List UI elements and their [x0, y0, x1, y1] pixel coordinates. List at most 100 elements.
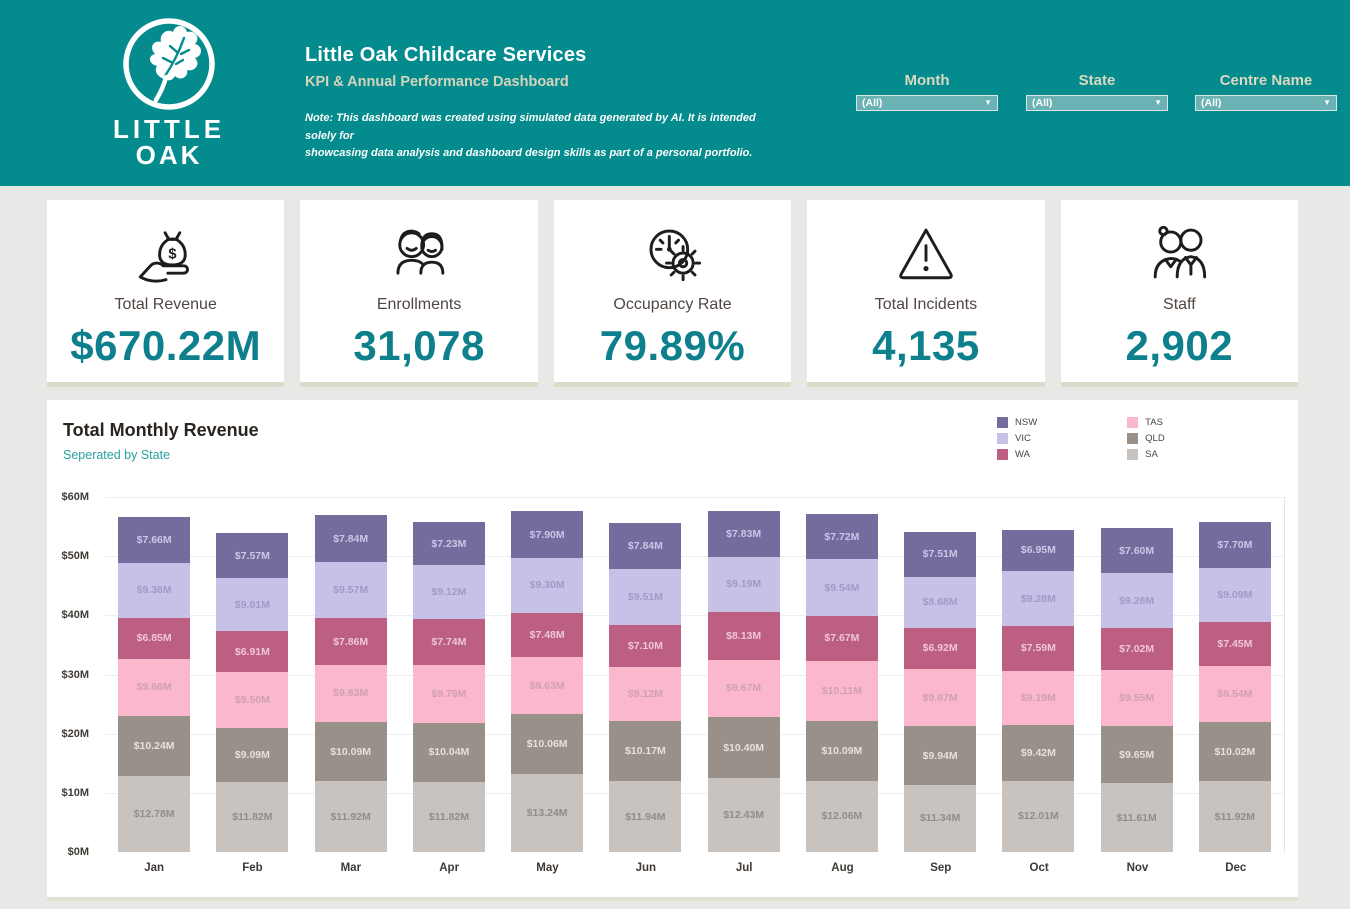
bar-segment-vic-jun[interactable]: $9.51M — [609, 568, 682, 626]
bar-segment-wa-feb[interactable]: $6.91M — [216, 631, 289, 673]
bar-segment-wa-nov[interactable]: $7.02M — [1100, 628, 1173, 670]
bar-segment-sa-feb[interactable]: $11.82M — [216, 782, 289, 852]
bar-segment-vic-apr[interactable]: $9.12M — [412, 565, 485, 619]
bar-segment-nsw-mar[interactable]: $7.84M — [314, 515, 387, 562]
bar-segment-sa-dec[interactable]: $11.92M — [1198, 781, 1271, 852]
bar-segment-wa-mar[interactable]: $7.86M — [314, 618, 387, 665]
bar-segment-sa-aug[interactable]: $12.06M — [805, 780, 878, 852]
bar-segment-qld-feb[interactable]: $9.09M — [216, 728, 289, 783]
bar-segment-nsw-feb[interactable]: $7.57M — [216, 533, 289, 578]
bar-segment-vic-jul[interactable]: $9.19M — [707, 557, 780, 612]
kpi-label: Occupancy Rate — [613, 296, 732, 313]
bar-segment-tas-oct[interactable]: $9.19M — [1002, 670, 1075, 726]
bar-segment-tas-jun[interactable]: $9.12M — [609, 667, 682, 722]
bar-segment-wa-dec[interactable]: $7.45M — [1198, 621, 1271, 666]
kpi-card-staff: Staff 2,902 — [1060, 200, 1299, 382]
bar-segment-qld-jan[interactable]: $10.24M — [118, 715, 191, 777]
y-tick-label: $40M — [61, 609, 89, 622]
bar-segment-vic-aug[interactable]: $9.54M — [805, 559, 878, 616]
bar-segment-tas-nov[interactable]: $9.55M — [1100, 669, 1173, 727]
bar-segment-tas-sep[interactable]: $9.67M — [904, 668, 977, 727]
x-tick-label-apr: Apr — [439, 862, 460, 874]
legend-item-nsw[interactable]: NSW — [997, 417, 1037, 428]
bar-segment-wa-sep[interactable]: $6.92M — [904, 627, 977, 669]
bar-segment-qld-jun[interactable]: $10.17M — [609, 721, 682, 782]
bar-segment-vic-mar[interactable]: $9.57M — [314, 561, 387, 619]
bar-segment-nsw-jun[interactable]: $7.84M — [609, 522, 682, 569]
bar-segment-vic-feb[interactable]: $9.01M — [216, 577, 289, 632]
bar-segment-wa-oct[interactable]: $7.59M — [1002, 625, 1075, 671]
bar-segment-sa-sep[interactable]: $11.34M — [904, 784, 977, 852]
x-tick-label-sep: Sep — [930, 862, 952, 874]
bar-segment-sa-nov[interactable]: $11.61M — [1100, 783, 1173, 852]
gridline — [105, 556, 1284, 558]
bar-segment-vic-nov[interactable]: $9.28M — [1100, 573, 1173, 629]
legend-item-sa[interactable]: SA — [1127, 449, 1165, 460]
bar-segment-vic-jan[interactable]: $9.36M — [118, 562, 191, 619]
bar-segment-vic-may[interactable]: $9.30M — [511, 557, 584, 613]
bar-segment-nsw-jan[interactable]: $7.66M — [118, 517, 191, 563]
bar-segment-qld-mar[interactable]: $10.09M — [314, 721, 387, 782]
bar-segment-sa-may[interactable]: $13.24M — [511, 773, 584, 852]
bar-segment-tas-mar[interactable]: $9.63M — [314, 664, 387, 722]
month-filter-dropdown[interactable]: (All) ▼ — [856, 95, 998, 111]
bar-segment-qld-dec[interactable]: $10.02M — [1198, 722, 1271, 782]
bar-segment-qld-oct[interactable]: $9.42M — [1002, 725, 1075, 781]
state-filter-dropdown[interactable]: (All) ▼ — [1026, 95, 1168, 111]
little-oak-logo: LITTLE OAK — [110, 12, 228, 168]
legend-item-qld[interactable]: QLD — [1127, 433, 1165, 444]
bar-segment-nsw-may[interactable]: $7.90M — [511, 511, 584, 558]
bar-segment-nsw-aug[interactable]: $7.72M — [805, 513, 878, 560]
bar-segment-nsw-jul[interactable]: $7.83M — [707, 510, 780, 558]
bar-segment-wa-aug[interactable]: $7.67M — [805, 615, 878, 662]
bar-segment-sa-jun[interactable]: $11.94M — [609, 781, 682, 852]
state-filter-value: (All) — [1032, 97, 1053, 109]
legend-item-vic[interactable]: VIC — [997, 433, 1037, 444]
bar-segment-vic-dec[interactable]: $9.09M — [1198, 567, 1271, 622]
legend-item-wa[interactable]: WA — [997, 449, 1037, 460]
bar-segment-wa-apr[interactable]: $7.74M — [412, 618, 485, 665]
legend-swatch-nsw — [997, 417, 1008, 428]
bar-segment-tas-jul[interactable]: $9.67M — [707, 659, 780, 717]
x-tick-label-aug: Aug — [831, 862, 854, 874]
bar-segment-nsw-oct[interactable]: $6.95M — [1002, 529, 1075, 572]
bar-segment-tas-feb[interactable]: $9.50M — [216, 672, 289, 729]
bar-segment-tas-jan[interactable]: $9.66M — [118, 658, 191, 716]
bar-segment-sa-mar[interactable]: $11.92M — [314, 781, 387, 852]
bar-column-jun: $7.84M $9.51M $7.10M $9.12M $10.17M $11.94M — [596, 497, 694, 852]
kpi-value: $670.22M — [70, 322, 262, 369]
bar-segment-wa-jan[interactable]: $6.85M — [118, 618, 191, 659]
kpi-value: 79.89% — [599, 322, 746, 369]
x-tick-label-may: May — [536, 862, 559, 874]
bar-segment-wa-may[interactable]: $7.48M — [511, 612, 584, 658]
bar-segment-wa-jul[interactable]: $8.13M — [707, 611, 780, 660]
bar-segment-vic-oct[interactable]: $9.28M — [1002, 571, 1075, 626]
bar-segment-tas-apr[interactable]: $9.79M — [412, 664, 485, 723]
bar-segment-tas-aug[interactable]: $10.11M — [805, 661, 878, 721]
bar-segment-nsw-sep[interactable]: $7.51M — [904, 532, 977, 577]
dashboard-title: Little Oak Childcare Services — [305, 44, 587, 66]
bar-segment-nsw-apr[interactable]: $7.23M — [412, 522, 485, 566]
kpi-label: Enrollments — [376, 296, 462, 313]
legend-item-tas[interactable]: TAS — [1127, 417, 1165, 428]
bar-segment-qld-apr[interactable]: $10.04M — [412, 722, 485, 783]
svg-text:$: $ — [168, 247, 176, 263]
bar-segment-sa-jul[interactable]: $12.43M — [707, 778, 780, 852]
bar-segment-vic-sep[interactable]: $8.68M — [904, 576, 977, 628]
bar-segment-qld-may[interactable]: $10.06M — [511, 714, 584, 774]
chevron-down-icon: ▼ — [1154, 98, 1162, 107]
bar-segment-qld-aug[interactable]: $10.09M — [805, 720, 878, 781]
bar-segment-nsw-nov[interactable]: $7.60M — [1100, 528, 1173, 574]
bar-segment-wa-jun[interactable]: $7.10M — [609, 625, 682, 668]
bar-segment-qld-jul[interactable]: $10.40M — [707, 716, 780, 779]
bar-segment-qld-sep[interactable]: $9.94M — [904, 726, 977, 785]
bar-segment-qld-nov[interactable]: $9.65M — [1100, 726, 1173, 784]
bar-segment-tas-may[interactable]: $9.63M — [511, 657, 584, 715]
x-tick-label-dec: Dec — [1225, 862, 1247, 874]
bar-segment-sa-jan[interactable]: $12.78M — [118, 776, 191, 852]
bar-segment-sa-oct[interactable]: $12.01M — [1002, 780, 1075, 852]
bar-segment-tas-dec[interactable]: $9.54M — [1198, 665, 1271, 723]
bar-segment-nsw-dec[interactable]: $7.70M — [1198, 522, 1271, 568]
centre-name-filter-dropdown[interactable]: (All) ▼ — [1195, 95, 1337, 111]
bar-segment-sa-apr[interactable]: $11.82M — [412, 782, 485, 852]
